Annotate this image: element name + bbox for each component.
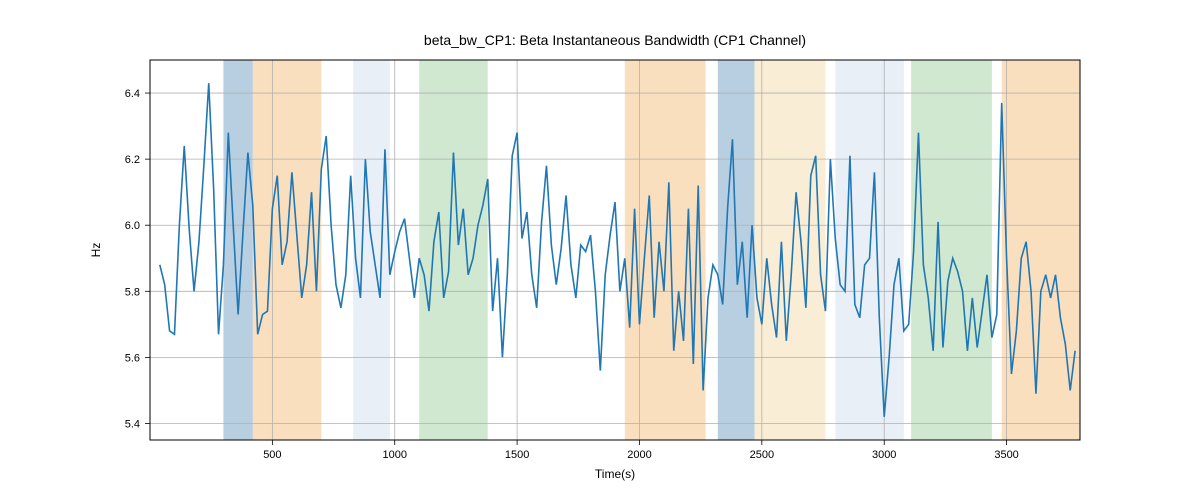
xtick-label: 2500: [750, 449, 774, 461]
ytick-label: 5.8: [125, 286, 140, 298]
xtick-label: 1500: [505, 449, 529, 461]
xlabel: Time(s): [595, 467, 635, 481]
ytick-label: 5.6: [125, 352, 140, 364]
xtick-label: 2000: [627, 449, 651, 461]
chart-container: 500 1000 1500 2000 2500 3000 3500 5.4 5.6 5.8 6.0 6…: [0, 0, 1200, 500]
span-region: [253, 60, 322, 440]
xtick-label: 500: [263, 449, 281, 461]
span-region: [755, 60, 826, 440]
chart-title: beta_bw_CP1: Beta Instantaneous Bandwidt…: [424, 32, 806, 48]
span-region: [353, 60, 390, 440]
xtick-label: 1000: [382, 449, 406, 461]
span-region: [419, 60, 488, 440]
ytick-label: 6.0: [125, 220, 140, 232]
xtick-label: 3500: [994, 449, 1018, 461]
ytick-label: 6.2: [125, 154, 140, 166]
ylabel: Hz: [89, 243, 103, 258]
chart-svg: 500 1000 1500 2000 2500 3000 3500 5.4 5.6 5.8 6.0 6…: [0, 0, 1200, 500]
ytick-label: 6.4: [125, 88, 140, 100]
xtick-label: 3000: [872, 449, 896, 461]
span-region: [1002, 60, 1080, 440]
ytick-label: 5.4: [125, 418, 140, 430]
span-region: [223, 60, 252, 440]
